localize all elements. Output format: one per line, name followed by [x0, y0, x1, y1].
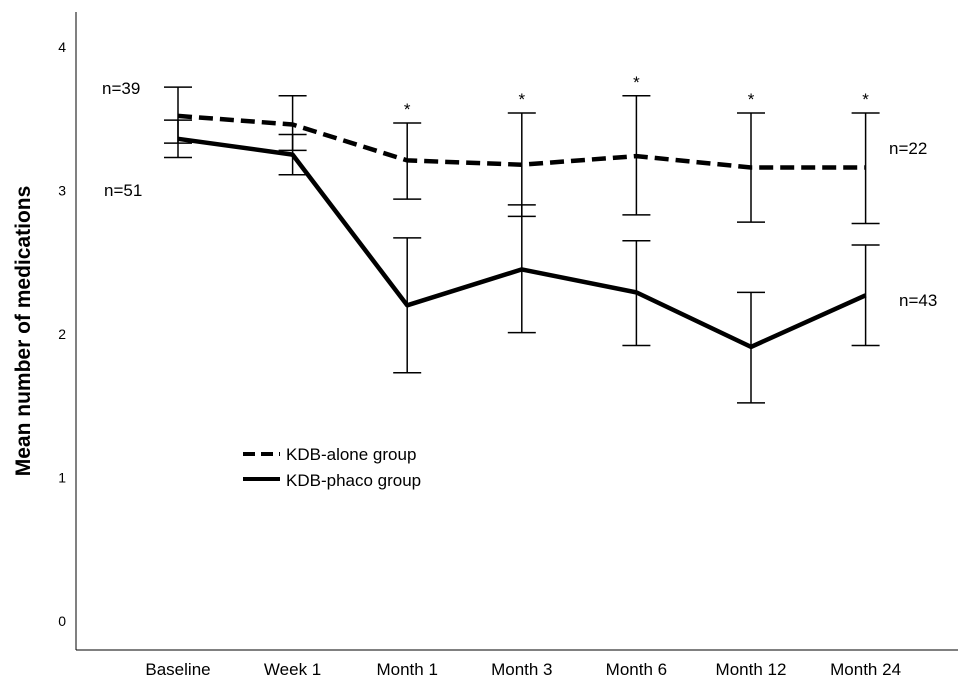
y-tick-label: 1 — [58, 470, 66, 486]
legend-label-alone: KDB-alone group — [286, 445, 416, 464]
significance-marker: * — [404, 100, 411, 119]
x-tick-label: Month 12 — [716, 660, 787, 679]
error-bar-kdb-phaco — [622, 239, 651, 347]
annotation-alone-start: n=39 — [102, 79, 140, 98]
legend-label-phaco: KDB-phaco group — [286, 471, 421, 490]
x-tick-label: Month 24 — [830, 660, 901, 679]
error-bars — [164, 86, 880, 404]
y-tick-label: 0 — [58, 613, 66, 629]
error-bar-kdb-phaco — [507, 204, 536, 334]
x-tick-label: Baseline — [145, 660, 210, 679]
x-tick-label: Week 1 — [264, 660, 321, 679]
significance-markers: * * * * * — [404, 73, 869, 119]
annotation-phaco-end: n=43 — [899, 291, 937, 310]
error-bar-kdb-alone — [622, 95, 651, 216]
error-bar-kdb-alone — [851, 112, 880, 225]
y-tick-labels: 0 1 2 3 4 — [58, 39, 66, 629]
error-bar-kdb-phaco — [851, 244, 880, 347]
y-axis-title: Mean number of medications — [12, 186, 35, 477]
error-bar-kdb-phaco — [393, 237, 422, 374]
annotation-alone-end: n=22 — [889, 139, 927, 158]
x-tick-label: Month 1 — [376, 660, 437, 679]
x-tick-labels: Baseline Week 1 Month 1 Month 3 Month 6 Month… — [145, 660, 901, 679]
x-tick-label: Month 3 — [491, 660, 552, 679]
error-bar-kdb-phaco — [164, 119, 192, 159]
error-bar-kdb-phaco — [737, 291, 765, 404]
y-tick-label: 4 — [58, 39, 66, 55]
error-bar-kdb-alone — [737, 112, 765, 223]
significance-marker: * — [862, 90, 869, 109]
y-tick-label: 3 — [58, 183, 66, 199]
y-tick-label: 2 — [58, 326, 66, 342]
significance-marker: * — [748, 90, 755, 109]
annotation-phaco-start: n=51 — [104, 181, 142, 200]
error-bar-kdb-phaco — [278, 133, 307, 176]
x-tick-label: Month 6 — [606, 660, 667, 679]
significance-marker: * — [518, 90, 525, 109]
error-bar-kdb-alone — [393, 122, 422, 200]
significance-marker: * — [633, 73, 640, 92]
legend: KDB-alone group KDB-phaco group — [243, 445, 421, 490]
